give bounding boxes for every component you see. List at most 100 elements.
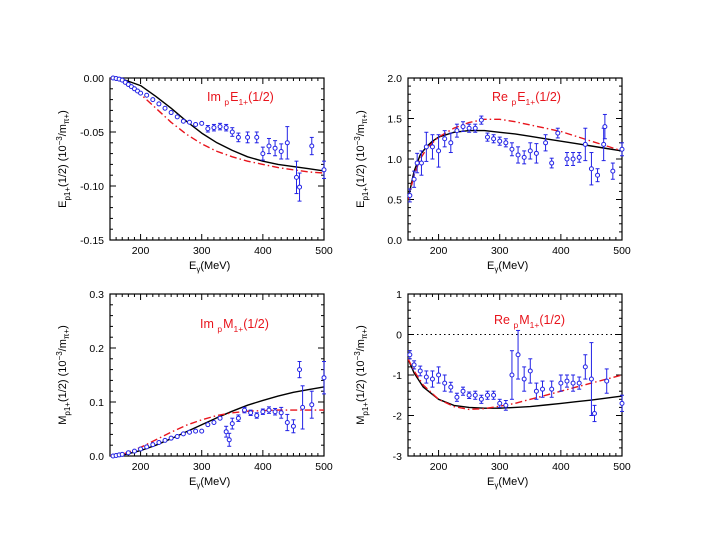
data-point bbox=[174, 434, 180, 440]
data-marker bbox=[125, 450, 131, 456]
data-marker bbox=[174, 114, 180, 120]
data-point bbox=[429, 134, 435, 160]
data-point bbox=[491, 134, 497, 144]
x-axis-title: Eγ(MeV) bbox=[487, 476, 528, 490]
data-point bbox=[503, 138, 509, 148]
dashdot-curve bbox=[408, 118, 622, 200]
data-point bbox=[156, 101, 162, 107]
data-point bbox=[278, 143, 284, 160]
x-tick-label: 500 bbox=[315, 245, 333, 257]
data-marker bbox=[619, 146, 625, 152]
data-point bbox=[235, 132, 241, 143]
data-marker bbox=[588, 376, 594, 382]
data-point bbox=[595, 168, 601, 183]
data-point bbox=[138, 446, 144, 452]
y-tick-label: 2.0 bbox=[387, 73, 402, 85]
data-marker bbox=[254, 413, 260, 418]
data-marker bbox=[223, 429, 229, 435]
x-tick-label: 200 bbox=[430, 245, 448, 257]
data-marker bbox=[211, 125, 217, 131]
data-marker bbox=[418, 160, 424, 166]
data-point bbox=[619, 142, 625, 157]
data-point bbox=[570, 374, 576, 392]
data-point bbox=[411, 170, 417, 188]
data-marker bbox=[448, 140, 454, 146]
y-tick-label: -0.05 bbox=[80, 127, 104, 139]
data-point bbox=[484, 390, 490, 400]
data-marker bbox=[417, 368, 423, 374]
x-tick-label: 200 bbox=[132, 245, 150, 257]
data-point bbox=[564, 374, 570, 388]
data-marker bbox=[290, 423, 296, 429]
data-marker bbox=[509, 146, 515, 152]
data-point bbox=[491, 390, 497, 400]
data-marker bbox=[235, 415, 241, 421]
data-marker bbox=[503, 402, 509, 408]
data-point bbox=[174, 114, 180, 120]
data-marker bbox=[564, 156, 570, 162]
data-marker bbox=[610, 168, 616, 174]
y-tick-label: -2 bbox=[393, 411, 402, 423]
x-tick-label: 300 bbox=[193, 461, 211, 473]
data-point bbox=[407, 188, 413, 203]
data-marker bbox=[272, 409, 278, 415]
data-point bbox=[460, 386, 466, 396]
data-point bbox=[199, 428, 205, 434]
data-marker bbox=[266, 407, 272, 413]
data-marker bbox=[254, 134, 260, 140]
data-point bbox=[549, 157, 555, 169]
data-marker bbox=[558, 380, 564, 386]
data-point bbox=[497, 398, 503, 408]
data-point bbox=[521, 366, 527, 392]
data-point bbox=[472, 390, 478, 400]
x-axis-title: Eγ(MeV) bbox=[189, 260, 230, 274]
data-marker bbox=[503, 140, 509, 146]
data-point bbox=[245, 131, 251, 144]
data-point bbox=[186, 119, 192, 125]
data-marker bbox=[460, 124, 466, 130]
data-marker bbox=[570, 156, 576, 162]
data-point bbox=[582, 127, 588, 162]
data-point bbox=[576, 376, 582, 390]
y-tick-label: 0.5 bbox=[387, 195, 402, 207]
data-point bbox=[588, 342, 594, 416]
data-marker bbox=[521, 154, 527, 160]
data-point bbox=[223, 123, 229, 132]
y-tick-label: -3 bbox=[393, 451, 402, 463]
data-point bbox=[272, 407, 278, 416]
data-marker bbox=[533, 150, 539, 156]
panel-label: Re pE1+(1/2) bbox=[492, 90, 561, 107]
data-point bbox=[582, 354, 588, 380]
data-marker bbox=[156, 101, 162, 107]
data-marker bbox=[436, 148, 442, 154]
data-marker bbox=[604, 378, 610, 384]
data-point bbox=[533, 382, 539, 400]
data-point bbox=[205, 125, 211, 133]
data-point bbox=[610, 162, 616, 180]
data-marker bbox=[150, 442, 156, 448]
data-point bbox=[193, 121, 199, 127]
data-point bbox=[131, 448, 137, 454]
data-point bbox=[509, 142, 515, 157]
data-point bbox=[555, 127, 561, 139]
data-point bbox=[309, 136, 315, 156]
data-marker bbox=[602, 124, 608, 130]
data-point bbox=[272, 140, 278, 157]
data-point bbox=[168, 110, 174, 116]
x-tick-label: 400 bbox=[254, 245, 272, 257]
y-axis-title: Ep1+(1/2) (10−3/mπ+) bbox=[353, 110, 370, 208]
data-marker bbox=[235, 134, 241, 140]
data-marker bbox=[229, 129, 235, 135]
y-tick-label: -1 bbox=[393, 370, 402, 382]
data-point bbox=[521, 150, 527, 165]
data-marker bbox=[466, 392, 472, 398]
data-marker bbox=[515, 152, 521, 158]
data-marker bbox=[144, 444, 150, 450]
data-marker bbox=[442, 136, 448, 142]
data-marker bbox=[186, 119, 192, 125]
panel-label: Re pM1+(1/2) bbox=[494, 313, 565, 330]
x-tick-label: 300 bbox=[491, 461, 509, 473]
data-marker bbox=[423, 374, 429, 380]
data-point bbox=[478, 115, 484, 125]
